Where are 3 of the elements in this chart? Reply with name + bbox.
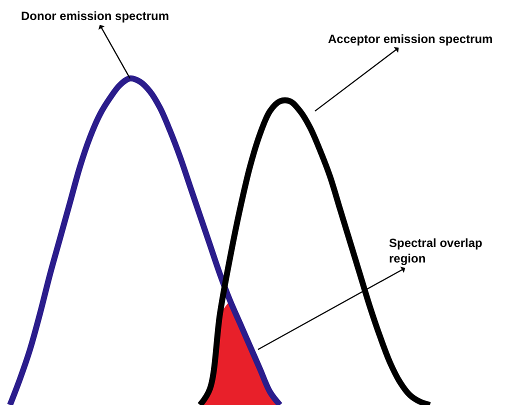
text: Acceptor emission spectrum	[328, 32, 493, 46]
annotation: Spectral overlap region	[389, 236, 482, 266]
text: Donor emission spectrum	[21, 9, 170, 23]
